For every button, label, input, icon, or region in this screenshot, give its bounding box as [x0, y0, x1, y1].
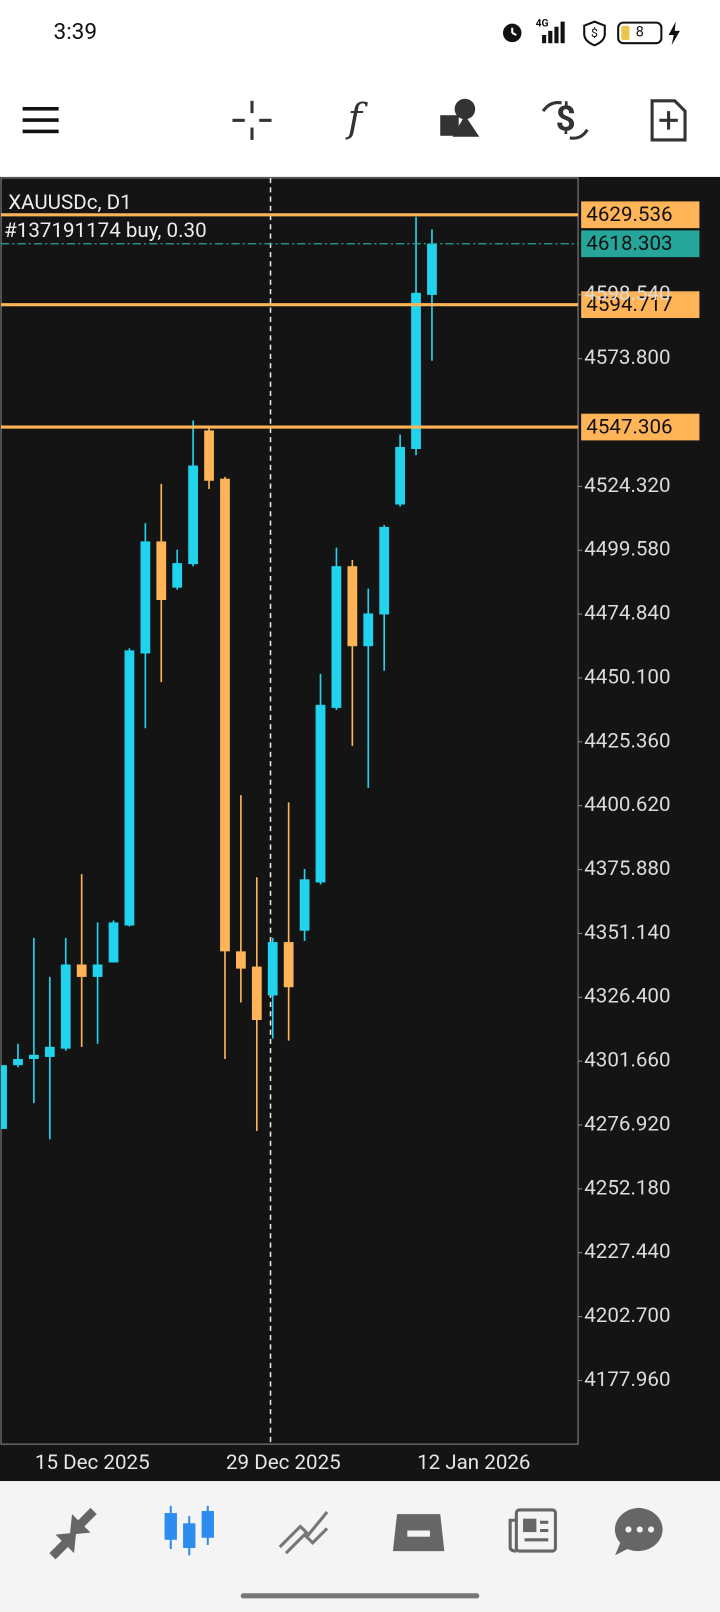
- y-tick-label: 4400.620: [584, 793, 670, 817]
- candle-body: [13, 1058, 23, 1066]
- candles: [1, 216, 437, 1140]
- new-order-button[interactable]: [650, 99, 687, 142]
- chart-tab[interactable]: [164, 1505, 214, 1556]
- candle-body: [220, 478, 230, 952]
- y-tick-label: 4227.440: [584, 1240, 670, 1264]
- trade-tab[interactable]: [278, 1511, 329, 1555]
- candle-body: [379, 526, 390, 615]
- candle-body: [395, 446, 405, 505]
- price-axis: 4598.540 4573.800 4524.320 4499.580 4474.840…: [578, 282, 671, 1392]
- y-tick-label: 4252.180: [584, 1176, 670, 1200]
- svg-text:$: $: [591, 26, 598, 41]
- status-bar: [0, 0, 720, 64]
- candle-body: [299, 879, 310, 931]
- y-tick-label: 4375.880: [584, 857, 670, 881]
- y-tick-label: 4425.360: [584, 729, 670, 753]
- y-tick-label: 4301.660: [584, 1049, 670, 1073]
- chart-background: [0, 176, 720, 1482]
- price-level-tag: [581, 230, 700, 258]
- crosshair-button[interactable]: [232, 100, 272, 140]
- y-tick-label: 4499.580: [584, 538, 670, 562]
- candle-body: [1, 1065, 7, 1129]
- y-tick-label: 4573.800: [584, 346, 670, 370]
- network-type: 4G: [536, 16, 549, 29]
- objects-button[interactable]: [440, 98, 480, 137]
- candle-body: [363, 613, 374, 647]
- y-tick-label: 4276.920: [584, 1112, 670, 1136]
- quotes-tab[interactable]: [49, 1507, 97, 1560]
- y-tick-label: 4598.540: [584, 282, 670, 306]
- candle-body: [76, 964, 87, 977]
- candle-body: [347, 566, 358, 647]
- x-tick-label: 29 Dec 2025: [226, 1451, 341, 1475]
- x-tick-label: 15 Dec 2025: [35, 1451, 150, 1475]
- home-indicator: [240, 1593, 480, 1599]
- battery-icon: 8: [617, 21, 680, 46]
- plot-frame: [0, 177, 579, 1445]
- candle-body: [204, 430, 214, 481]
- candle-body: [60, 964, 71, 1049]
- alarm-icon: [502, 23, 522, 43]
- price-level-tag: [581, 201, 700, 229]
- indicators-button[interactable]: f: [345, 96, 369, 141]
- y-tick-label: 4326.400: [584, 985, 670, 1009]
- candle-body: [236, 951, 246, 969]
- candle-body: [315, 704, 326, 883]
- candle-body: [331, 566, 342, 708]
- candle-body: [92, 964, 103, 977]
- candle-body: [283, 942, 294, 988]
- history-tab[interactable]: [392, 1514, 445, 1552]
- price-level-label: 4618.303: [586, 232, 672, 256]
- bottom-nav: [0, 1481, 720, 1612]
- candle-body: [156, 541, 167, 601]
- battery-level: 8: [636, 24, 644, 41]
- svg-text:$: $: [556, 99, 576, 140]
- candle-body: [172, 563, 183, 588]
- trade-button[interactable]: $: [541, 99, 589, 140]
- clock: 3:39: [53, 18, 97, 45]
- price-level-label: 4547.306: [586, 416, 672, 440]
- price-level-label: 4594.717: [586, 293, 672, 317]
- y-tick-label: 4450.100: [584, 665, 670, 689]
- y-tick-label: 4474.840: [584, 602, 670, 626]
- symbol: XAUUSDc, D1: [8, 191, 131, 215]
- price-level-label: 4629.536: [586, 203, 672, 227]
- y-tick-label: 4177.960: [584, 1368, 670, 1392]
- candle-body: [140, 541, 151, 654]
- candle-body: [124, 650, 135, 926]
- time-axis: 15 Dec 2025 29 Dec 2025 12 Jan 2026: [35, 1451, 531, 1475]
- candle-body: [411, 292, 421, 450]
- candle-body: [427, 243, 437, 295]
- y-tick-label: 4524.320: [584, 474, 670, 498]
- order-label: #137191174 buy, 0.30: [4, 219, 207, 243]
- menu-button[interactable]: [22, 106, 59, 134]
- price-level-tag: [581, 291, 700, 319]
- candle-body: [29, 1054, 39, 1059]
- x-tick-label: 12 Jan 2026: [417, 1451, 530, 1475]
- candle-body: [267, 942, 278, 996]
- news-tab[interactable]: [508, 1508, 557, 1553]
- candle-body: [188, 465, 199, 565]
- signal-icon: 4G: [536, 16, 565, 44]
- shield-icon: $: [583, 20, 606, 47]
- y-tick-label: 4351.140: [584, 921, 670, 945]
- candle-body: [251, 966, 262, 1021]
- levels: 4629.536 4618.303 4594.717 4547.306: [1, 201, 700, 441]
- chat-tab[interactable]: [614, 1507, 663, 1556]
- candle-body: [44, 1046, 55, 1057]
- price-level-tag: [581, 413, 700, 441]
- y-tick-label: 4202.700: [584, 1304, 670, 1328]
- candle-body: [108, 922, 119, 963]
